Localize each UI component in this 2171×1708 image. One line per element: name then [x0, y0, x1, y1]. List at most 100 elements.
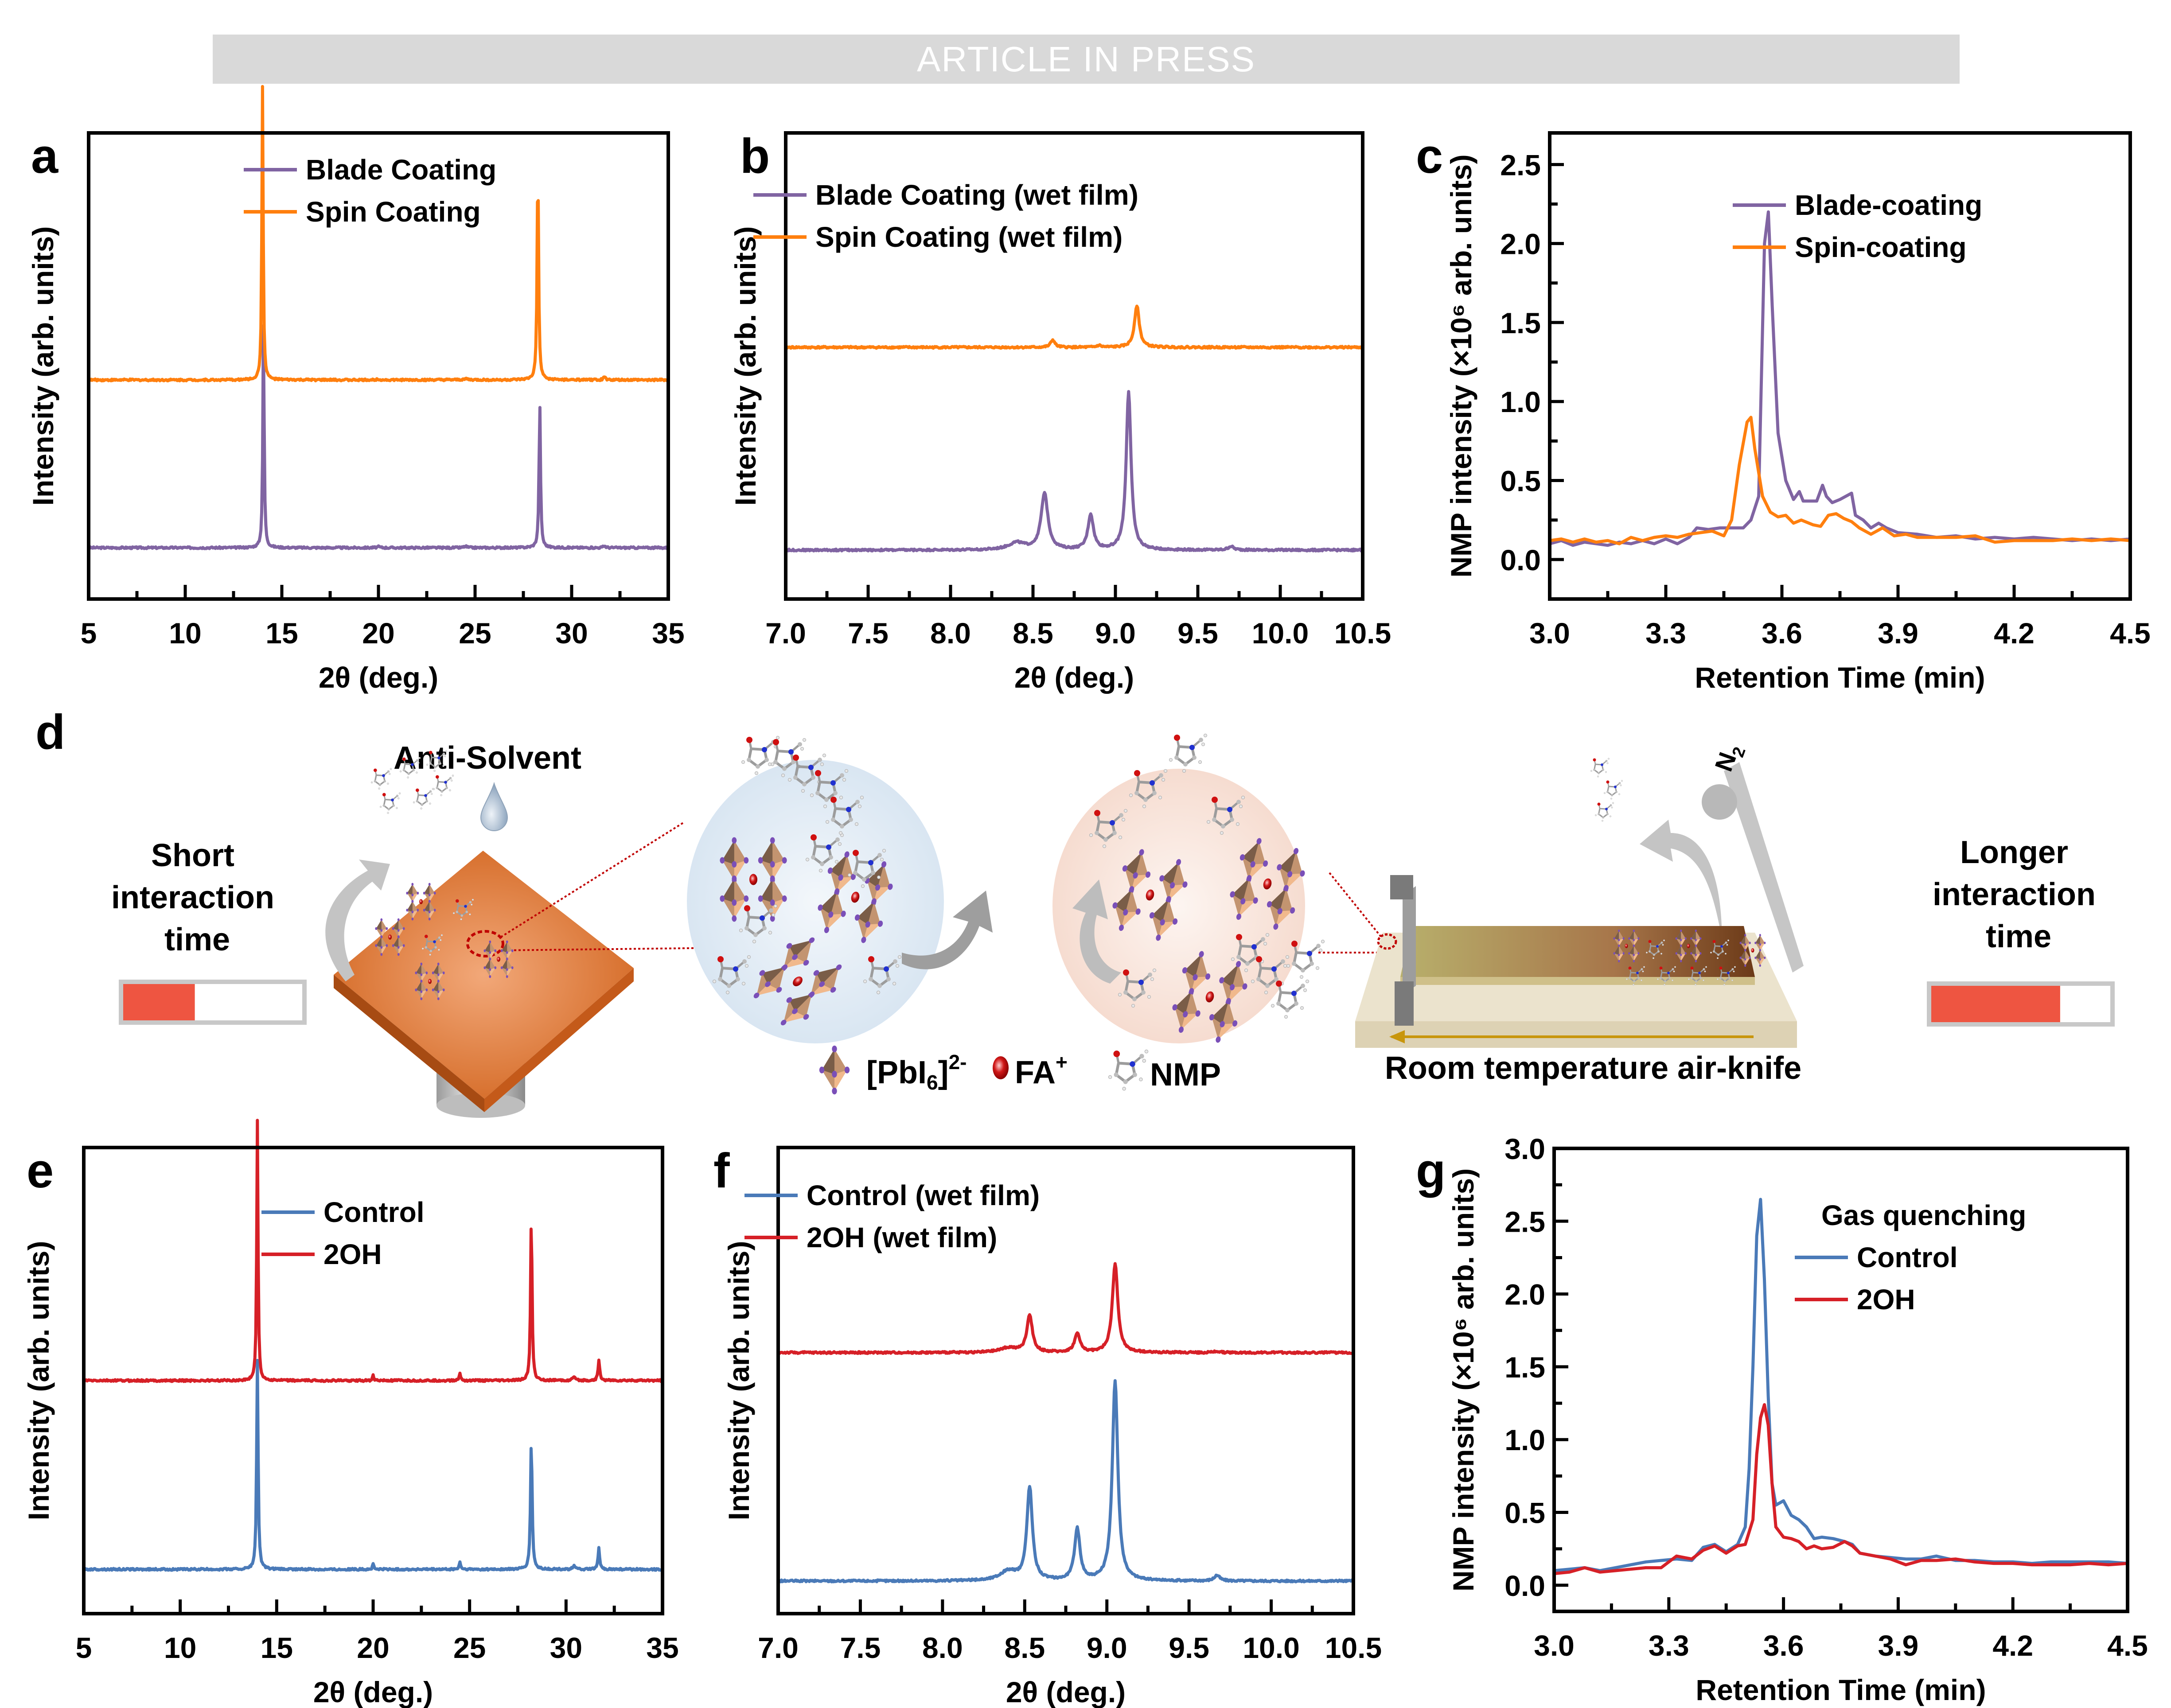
x-tick-label: 30	[555, 617, 588, 650]
nmp-molecule-icon	[452, 899, 474, 920]
schematic-legend: [PbI6]2- FA+ NMP	[819, 1045, 1221, 1095]
panel-letter-b: b	[740, 129, 770, 183]
panel-letter-f: f	[713, 1144, 730, 1198]
fa-cation-icon	[993, 1056, 1009, 1079]
nmp-molecule-icon	[433, 774, 454, 796]
legend: Control 2OH	[261, 1196, 425, 1270]
longer-bar-fill	[1931, 986, 2060, 1022]
nmp-molecule-icon	[421, 934, 443, 956]
fa-cation-icon	[419, 899, 423, 904]
x-tick-label: 3.6	[1762, 617, 1802, 650]
series-spin-coating	[1548, 416, 2132, 545]
octahedron-icon	[392, 935, 405, 956]
fa-cation-icon	[1625, 944, 1628, 948]
octahedron-icon	[392, 918, 405, 939]
panel-letter-d: d	[35, 705, 65, 759]
nmp-molecule-icon	[1169, 734, 1207, 773]
chart-e: e 5 10 15 20 25 30 35 2θ (deg.) Intensity (arb. u…	[22, 1119, 679, 1708]
nmp-molecule-icon	[1626, 966, 1645, 986]
octahedron-icon	[415, 962, 428, 983]
x-tick-label: 7.0	[765, 617, 806, 650]
nmp-molecule-icon	[379, 792, 401, 814]
octahedra-cluster-blue	[713, 736, 901, 1026]
y-tick-label: 1.5	[1504, 1351, 1545, 1384]
y-axis-title: Intensity (arb. units)	[22, 1241, 55, 1521]
nmp-molecule-icon	[1231, 933, 1269, 972]
nmp-molecule-icon	[1595, 802, 1614, 822]
nmp-molecule-icon	[370, 768, 392, 790]
y-axis-title: NMP intensity (×10⁶ arb. units)	[1445, 154, 1477, 577]
series-control-wet-film-	[776, 1379, 1355, 1583]
schematic-panel: d Anti-Solvent Short interaction time	[35, 705, 2115, 1118]
anti-solvent-label: Anti-Solvent	[394, 740, 581, 776]
pbi6-legend-label: [PbI6]2-	[866, 1050, 967, 1094]
legend-title: Gas quenching	[1821, 1199, 2026, 1231]
film-molecules	[1590, 758, 1766, 986]
y-tick-label: 0.0	[1500, 544, 1541, 576]
perovskite-cluster	[720, 837, 787, 922]
perovskite-cluster	[406, 883, 436, 921]
plot-frame	[776, 1146, 1355, 1615]
octahedron-icon	[415, 980, 428, 1000]
octahedron-icon	[432, 980, 445, 1000]
nmp-molecule-icon	[1251, 955, 1289, 994]
legend: Blade Coating (wet film) Spin Coating (we…	[753, 179, 1138, 253]
series-control	[1552, 1198, 2129, 1572]
y-axis-title: Intensity (arb. units)	[722, 1241, 755, 1521]
nmp-molecule-icon	[399, 757, 421, 778]
x-tick-label: 20	[357, 1631, 389, 1664]
x-tick-label: 5	[76, 1631, 92, 1664]
legend: Blade Coating Spin Coating	[244, 154, 496, 228]
x-tick-label: 4.2	[1994, 617, 2035, 650]
nmp-molecule-icon	[810, 769, 848, 808]
spin-coater-icon	[334, 851, 634, 1118]
octahedron-icon	[720, 875, 749, 922]
zoom-line	[500, 947, 694, 951]
nmp-molecule-icon	[1207, 796, 1245, 835]
nmp-molecule-icon	[1286, 940, 1325, 979]
y-tick-label: 2.5	[1500, 148, 1541, 181]
x-tick-label: 30	[550, 1631, 582, 1664]
chart-g: g 3.0 3.3 3.6 3.9 4.2 4.5 0.0 0.5 1.0 1.5 2.0 2.5 3.0…	[1416, 1132, 2148, 1706]
longer-interaction-label: Longer interaction time	[1933, 835, 2105, 954]
x-tick-label: 3.9	[1878, 1629, 1919, 1662]
nmp-molecule-icon	[1646, 939, 1665, 959]
x-tick-label: 3.6	[1763, 1629, 1804, 1662]
x-axis-title: Retention Time (min)	[1695, 1673, 1986, 1706]
series-spin-coating-wet-film-	[784, 304, 1364, 350]
x-tick-label: 5	[81, 617, 97, 650]
octahedron-icon	[819, 1045, 850, 1095]
fa-cation-icon	[388, 934, 392, 940]
nmp-molecule-icon	[1688, 966, 1707, 986]
y-tick-label: 2.0	[1504, 1278, 1545, 1311]
fa-cation-icon	[428, 979, 432, 984]
short-bar-fill	[123, 984, 195, 1020]
series-control	[82, 1358, 664, 1572]
x-tick-label: 7.5	[840, 1631, 881, 1664]
pbi6-octahedron-icon	[819, 1045, 850, 1095]
series-2oh	[1552, 1403, 2129, 1576]
nmp-legend-label: NMP	[1150, 1057, 1221, 1093]
fa-cation-icon	[851, 891, 860, 903]
fa-cation-icon	[1687, 944, 1690, 948]
fa-cation-icon	[793, 977, 803, 986]
direction-arrow-icon	[1389, 1030, 1405, 1043]
nmp-molecule-icon	[1089, 809, 1127, 848]
y-tick-label: 1.0	[1500, 385, 1541, 418]
x-tick-label: 8.0	[930, 617, 971, 650]
article-in-press-banner: ARTICLE IN PRESS	[213, 35, 1960, 84]
chart-b: b 7.0 7.5 8.0 8.5 9.0 9.5 10.0 10.5 2θ (deg.) Inte…	[729, 129, 1391, 694]
fa-cation-icon	[749, 874, 757, 885]
y-tick-label: 2.5	[1504, 1205, 1545, 1238]
x-tick-label: 4.5	[2110, 617, 2151, 650]
curved-arrow-left-icon	[325, 860, 390, 981]
x-tick-label: 3.0	[1529, 617, 1570, 650]
air-knife-stage-icon	[1355, 762, 1804, 1048]
x-tick-label: 35	[652, 617, 684, 650]
nmp-molecule-icon	[788, 754, 826, 793]
series-2oh-wet-film-	[776, 1262, 1355, 1355]
x-tick-label: 3.0	[1534, 1629, 1575, 1662]
y-tick-label: 2.0	[1500, 228, 1541, 261]
series-2oh	[82, 1119, 664, 1383]
x-axis-title: 2θ (deg.)	[1014, 661, 1134, 694]
